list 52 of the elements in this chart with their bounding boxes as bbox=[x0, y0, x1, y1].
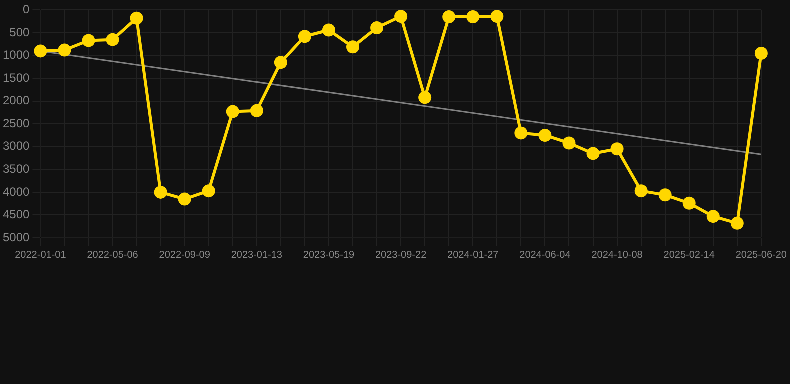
x-tick-label: 2023-05-19 bbox=[303, 250, 355, 261]
point bbox=[490, 10, 504, 24]
point bbox=[298, 30, 312, 44]
x-tick-label: 2022-01-01 bbox=[15, 250, 67, 261]
point bbox=[226, 105, 240, 118]
x-tick-label: 2023-09-22 bbox=[375, 250, 428, 261]
point bbox=[418, 91, 432, 104]
point bbox=[586, 147, 600, 160]
point bbox=[394, 10, 408, 24]
y-tick-label: 2500 bbox=[2, 116, 30, 130]
y-tick-label: 0 bbox=[23, 2, 30, 17]
point bbox=[466, 10, 480, 24]
y-tick-label: 4000 bbox=[2, 184, 30, 199]
point bbox=[754, 46, 768, 60]
x-tick-label: 2024-06-04 bbox=[520, 250, 572, 261]
x-tick-label: 2025-02-14 bbox=[664, 250, 716, 261]
point bbox=[610, 142, 624, 156]
point bbox=[370, 21, 384, 34]
point bbox=[346, 40, 360, 54]
point bbox=[442, 10, 456, 24]
y-tick-label: 3500 bbox=[2, 162, 30, 176]
point bbox=[322, 24, 336, 37]
point bbox=[58, 44, 72, 57]
point bbox=[706, 210, 720, 224]
point bbox=[106, 33, 120, 46]
x-tick-label: 2025-06-20 bbox=[736, 250, 788, 261]
y-tick-label: 4500 bbox=[2, 208, 30, 222]
y-tick-label: 1000 bbox=[2, 48, 30, 62]
x-tick-label: 2022-09-09 bbox=[159, 250, 211, 261]
point bbox=[634, 184, 648, 198]
point bbox=[538, 128, 552, 142]
point bbox=[730, 216, 744, 230]
point bbox=[682, 196, 696, 210]
point bbox=[250, 104, 264, 118]
point bbox=[202, 184, 216, 198]
point bbox=[658, 188, 672, 202]
x-tick-label: 2022-05-06 bbox=[87, 250, 139, 261]
point bbox=[82, 34, 96, 48]
y-tick-label: 500 bbox=[10, 25, 30, 40]
y-tick-label: 1500 bbox=[2, 70, 30, 85]
point bbox=[274, 56, 288, 70]
y-tick-label: 2000 bbox=[2, 94, 30, 108]
x-tick-label: 2024-01-27 bbox=[448, 250, 500, 261]
y-tick-label: 3000 bbox=[2, 139, 30, 154]
point bbox=[514, 126, 528, 140]
point bbox=[154, 186, 168, 199]
point bbox=[562, 136, 576, 150]
point bbox=[178, 192, 192, 206]
point bbox=[130, 12, 144, 25]
x-tick-label: 2023-01-13 bbox=[231, 250, 283, 261]
x-tick-label: 2024-10-08 bbox=[592, 250, 644, 261]
y-tick-label: 5000 bbox=[2, 230, 30, 244]
